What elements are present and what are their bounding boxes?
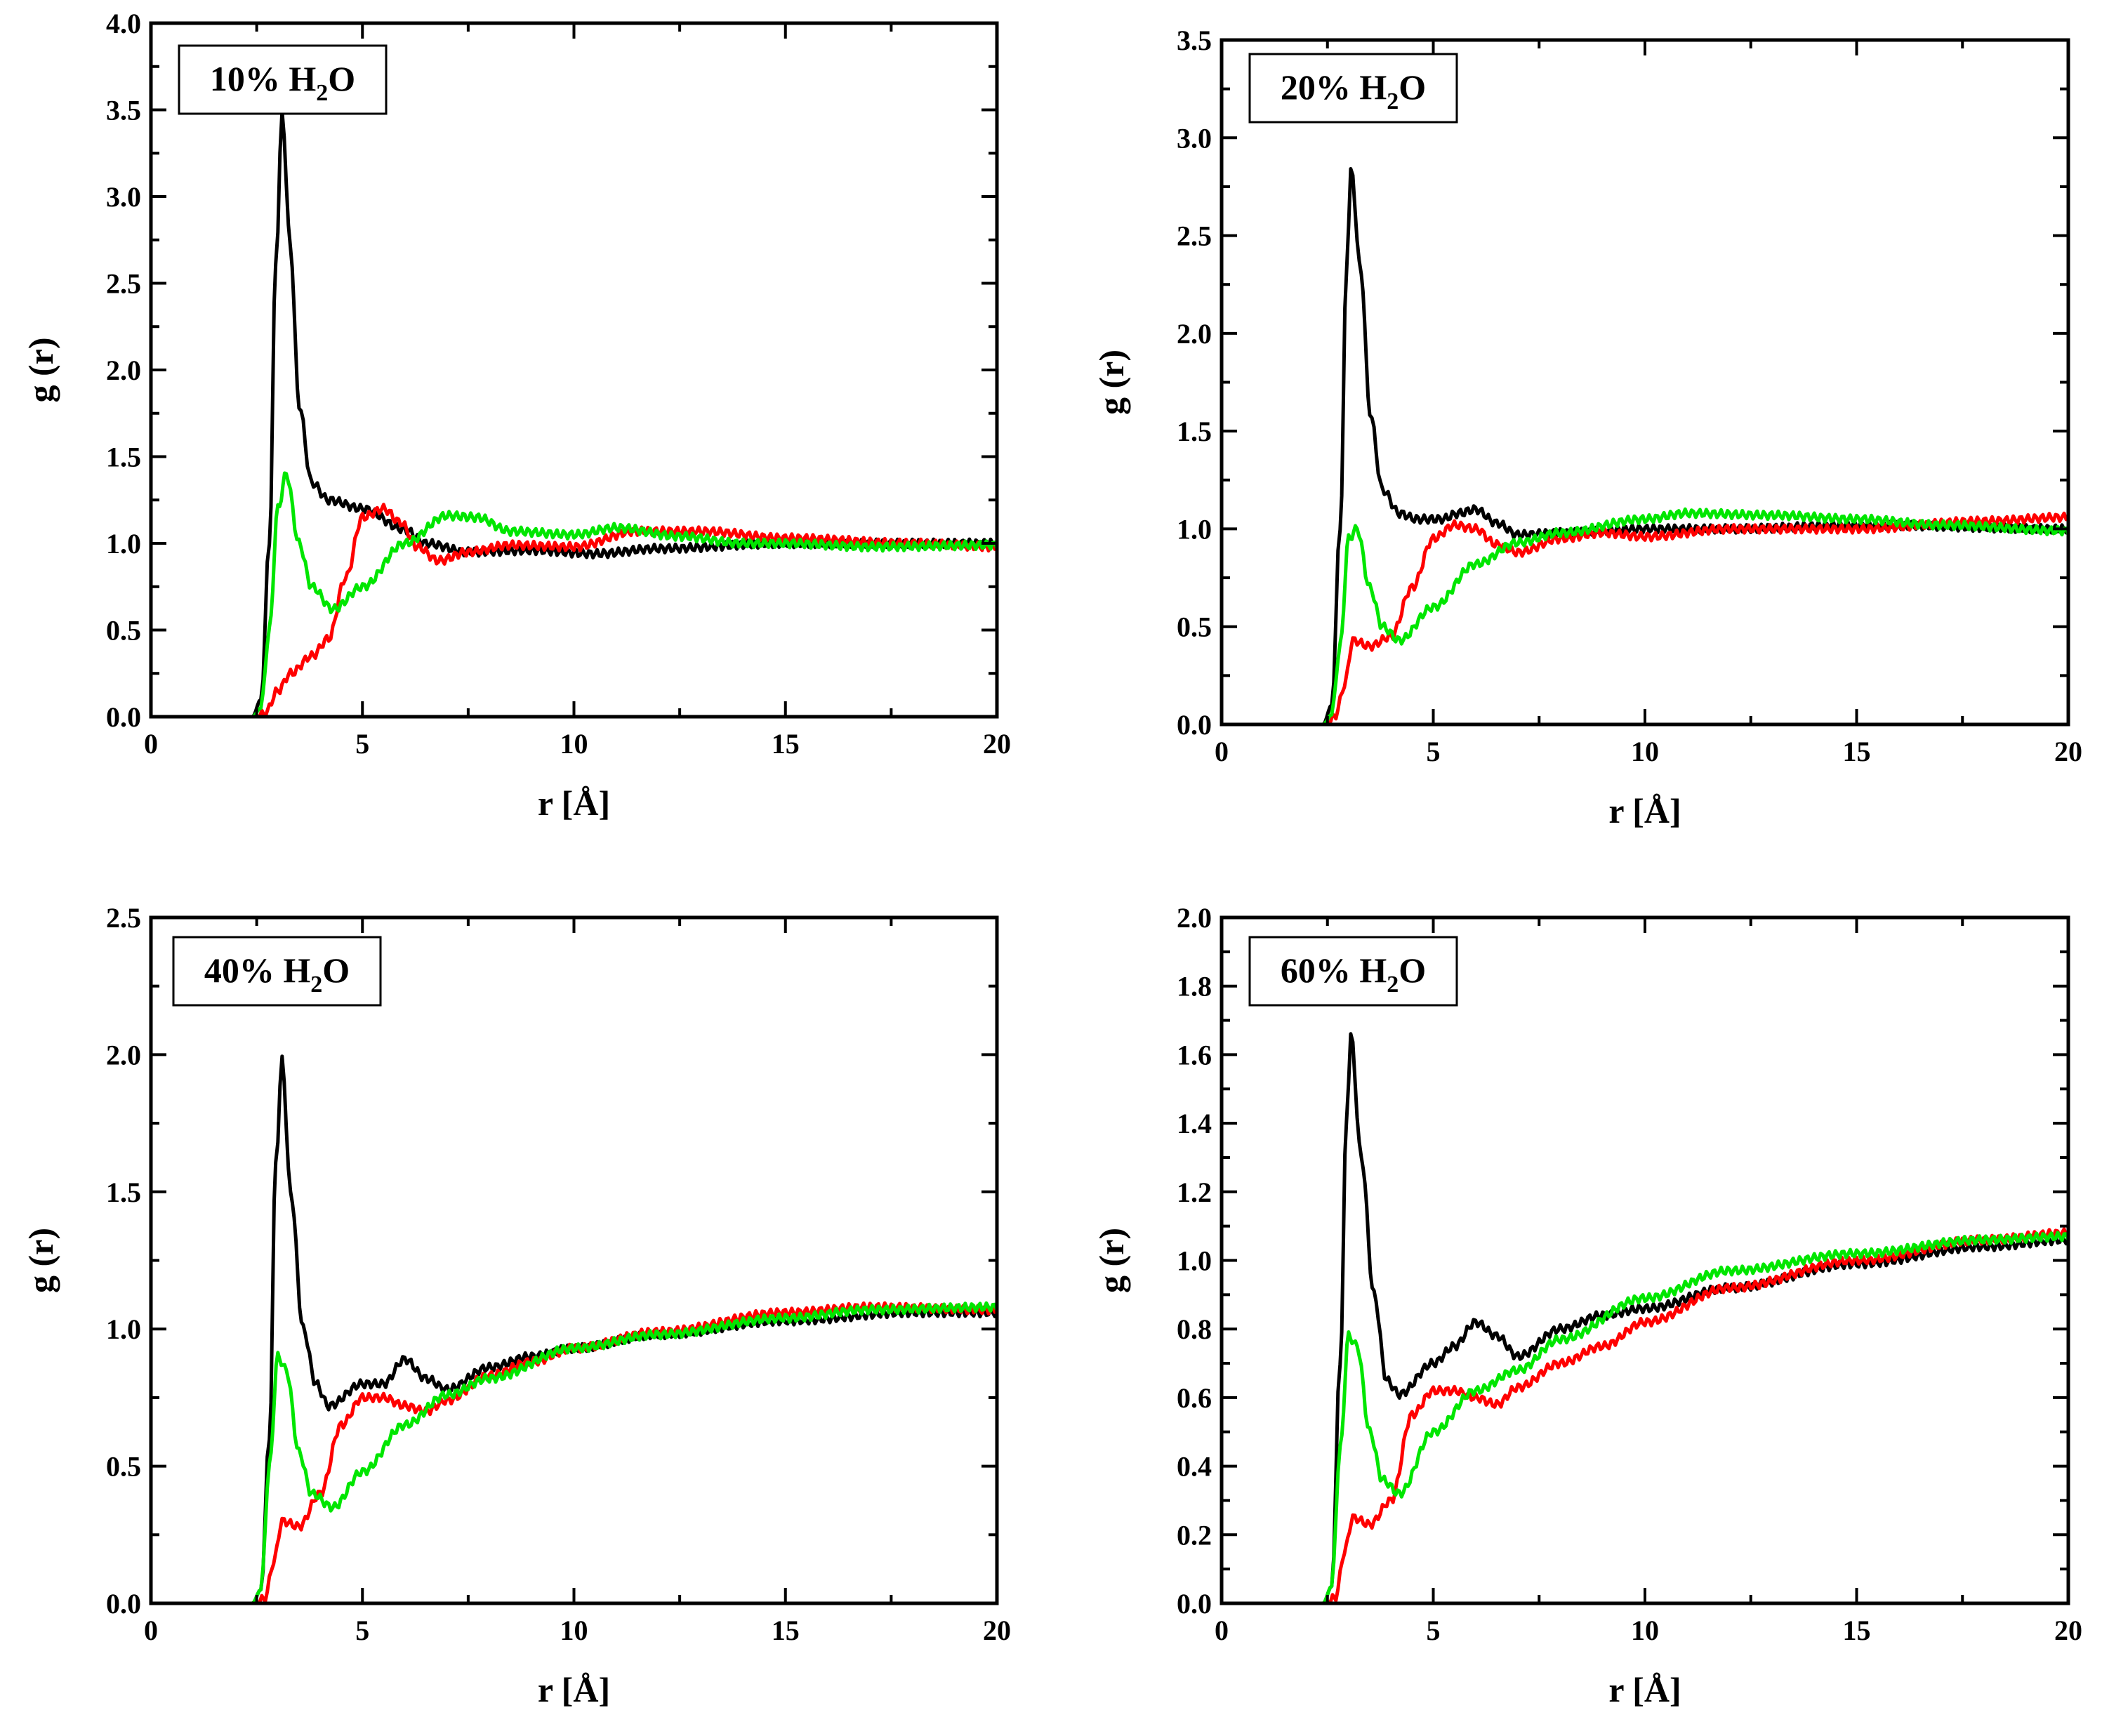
- x-tick-label: 15: [1843, 1615, 1871, 1646]
- y-axis-label: g (r): [1092, 350, 1131, 415]
- panel-label-box: [1248, 53, 1458, 124]
- y-tick-label: 1.8: [1177, 971, 1212, 1002]
- chart-panel-60pct-water: 0 5 10 15 20 0.0 0.2 0.4 0.6 0.8 1.0 1.2 1.4 1.6 1.8 2.…: [1092, 902, 2082, 1709]
- panel-label: 20% H2O: [1281, 67, 1426, 114]
- x-tick-label: 20: [2054, 1615, 2082, 1646]
- series-group: [151, 1054, 997, 1603]
- series-line-green: [1222, 1231, 2068, 1603]
- series-line-black: [151, 1054, 997, 1603]
- series-line-black: [1222, 167, 2068, 724]
- x-tick-label: 10: [560, 728, 588, 760]
- y-tick-label: 3.0: [106, 181, 141, 213]
- y-tick-label: 2.0: [1177, 318, 1212, 350]
- y-tick-label: 0.5: [1177, 611, 1212, 643]
- chart-panel-10pct-water: 0 5 10 15 20 0.0 0.5 1.0 1.5 2.0 2.5 3.0 3.5 4.0 r [Å]…: [21, 8, 1011, 823]
- panel-label: 40% H2O: [204, 950, 350, 998]
- panel-label: 60% H2O: [1281, 950, 1426, 998]
- x-axis-label: r [Å]: [1608, 1670, 1681, 1709]
- y-tick-label: 2.5: [106, 268, 141, 300]
- x-tick-label: 20: [983, 728, 1011, 760]
- plot-frame: [149, 21, 999, 719]
- series-line-red: [151, 503, 997, 717]
- plot-frame: [1219, 915, 2070, 1605]
- x-tick-label: 5: [1427, 1615, 1441, 1646]
- y-tick-label: 4.0: [106, 8, 141, 39]
- series-line-red: [1222, 1227, 2068, 1603]
- y-tick-label: 1.0: [1177, 1245, 1212, 1277]
- plot-frame: [1219, 38, 2070, 727]
- x-tick-label: 10: [1631, 736, 1659, 767]
- y-tick-label: 1.2: [1177, 1177, 1212, 1208]
- y-tick-label: 2.0: [106, 1039, 141, 1071]
- y-tick-label: 1.0: [106, 528, 141, 559]
- y-tick-label: 0.8: [1177, 1313, 1212, 1345]
- x-tick-label: 5: [355, 1615, 369, 1646]
- x-tick-label: 15: [772, 1615, 800, 1646]
- x-axis-label: r [Å]: [538, 783, 610, 823]
- chart-panel-20pct-water: 0 5 10 15 20 0.0 0.5 1.0 1.5 2.0 2.5 3.0 3.5 r [Å] g (…: [1092, 25, 2082, 830]
- x-tick-label: 20: [2054, 736, 2082, 767]
- y-tick-label: 3.0: [1177, 122, 1212, 154]
- x-tick-label: 0: [1215, 1615, 1229, 1646]
- series-line-green: [1222, 507, 2068, 724]
- y-tick-label: 0.0: [106, 701, 141, 733]
- y-tick-label: 1.5: [106, 442, 141, 473]
- y-axis-label: g (r): [21, 1228, 60, 1293]
- series-line-black: [1222, 1032, 2068, 1603]
- y-tick-label: 2.0: [1177, 902, 1212, 934]
- y-axis-label: g (r): [21, 338, 60, 403]
- y-tick-label: 2.5: [106, 902, 141, 934]
- series-line-green: [151, 471, 997, 717]
- y-tick-label: 2.0: [106, 355, 141, 386]
- y-tick-label: 2.5: [1177, 220, 1212, 252]
- x-tick-label: 15: [1843, 736, 1871, 767]
- x-tick-label: 5: [355, 728, 369, 760]
- y-tick-label: 1.6: [1177, 1039, 1212, 1071]
- panel-label-box: [172, 936, 382, 1007]
- y-tick-label: 0.0: [1177, 1588, 1212, 1619]
- y-tick-label: 3.5: [1177, 25, 1212, 56]
- y-tick-label: 3.5: [106, 95, 141, 126]
- series-line-green: [151, 1301, 997, 1603]
- series-group: [151, 109, 997, 717]
- y-tick-label: 1.5: [1177, 416, 1212, 447]
- y-tick-label: 0.2: [1177, 1519, 1212, 1551]
- chart-panel-40pct-water: 0 5 10 15 20 0.0 0.5 1.0 1.5 2.0 2.5 r [Å] g (r) 40% …: [21, 902, 1011, 1709]
- series-group: [1222, 1032, 2068, 1603]
- plot-frame: [149, 915, 999, 1605]
- y-tick-label: 1.0: [1177, 513, 1212, 545]
- x-tick-label: 0: [144, 728, 158, 760]
- panel-label-box: [178, 44, 388, 115]
- x-tick-label: 15: [772, 728, 800, 760]
- x-tick-label: 0: [144, 1615, 158, 1646]
- y-tick-label: 0.4: [1177, 1451, 1212, 1483]
- y-tick-label: 1.0: [106, 1313, 141, 1345]
- x-axis-label: r [Å]: [1608, 791, 1681, 830]
- y-tick-label: 1.5: [106, 1177, 141, 1208]
- x-tick-label: 5: [1427, 736, 1441, 767]
- y-tick-label: 0.0: [106, 1588, 141, 1619]
- y-axis-label: g (r): [1092, 1228, 1131, 1293]
- y-tick-label: 1.4: [1177, 1108, 1212, 1139]
- x-tick-label: 10: [1631, 1615, 1659, 1646]
- panel-label: 10% H2O: [210, 59, 355, 106]
- y-tick-label: 0.6: [1177, 1382, 1212, 1414]
- x-tick-label: 10: [560, 1615, 588, 1646]
- panel-label-box: [1248, 936, 1458, 1007]
- y-tick-label: 0.5: [106, 615, 141, 647]
- x-tick-label: 0: [1215, 736, 1229, 767]
- y-tick-label: 0.0: [1177, 709, 1212, 741]
- y-tick-label: 0.5: [106, 1451, 141, 1483]
- x-axis-label: r [Å]: [538, 1670, 610, 1709]
- series-line-black: [151, 109, 997, 717]
- x-tick-label: 20: [983, 1615, 1011, 1646]
- series-group: [1222, 167, 2068, 724]
